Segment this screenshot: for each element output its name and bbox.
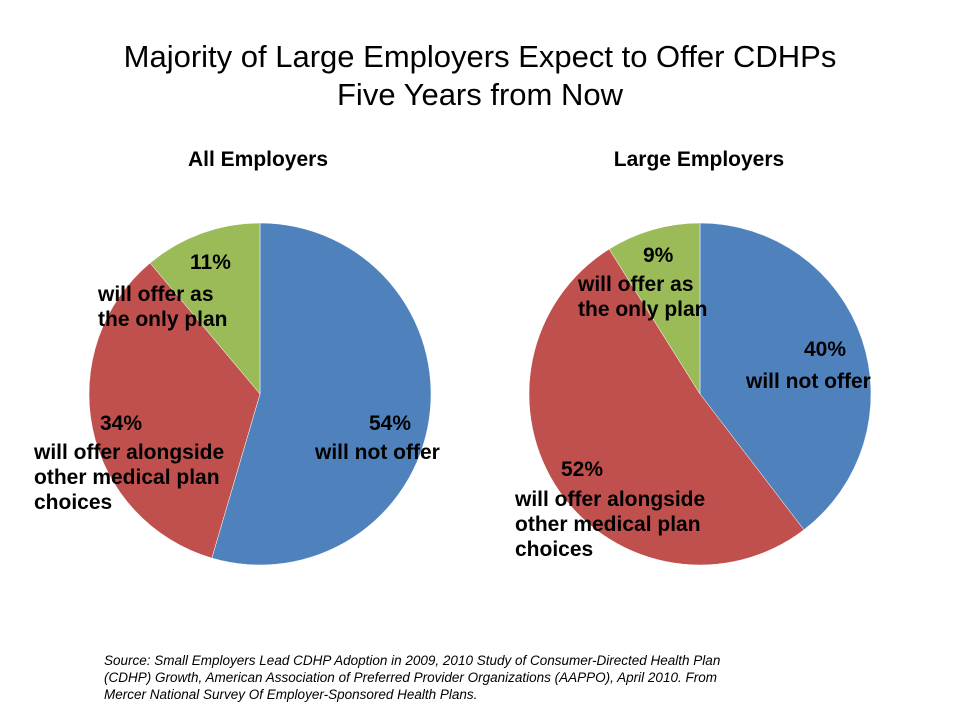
chart-title-large-employers: Large Employers [613,148,785,171]
label-line: other medical plan [34,466,220,489]
label-line: will offer as [578,273,694,296]
label-value-large-alongside: 52% [561,458,604,481]
label-all-alongside: will offer alongside other medical plan … [34,440,224,515]
title-line-2: Five Years from Now [337,77,623,112]
pie-slice-all-employers-1 [88,262,261,559]
pie-slice-large-employers-1 [528,248,805,566]
label-all-not-offer: will not offer [315,441,440,464]
chart-title-all-employers: All Employers [187,148,329,171]
source-note: Source: Small Employers Lead CDHP Adopti… [104,653,721,702]
label-value-all-not-offer: 54% [369,412,412,435]
pie-slice-all-employers-2 [149,222,261,395]
title-line-1: Majority of Large Employers Expect to Of… [123,39,837,74]
label-all-only-plan: will offer as the only plan [98,282,228,332]
label-line: will offer alongside [34,441,225,464]
label-value-large-not-offer: 40% [804,338,847,361]
label-value-large-only-plan: 9% [643,244,674,267]
label-value-all-alongside: 34% [100,412,143,435]
label-value-all-only-plan: 11% [190,251,231,274]
label-line: choices [515,538,594,561]
label-large-not-offer: will not offer [746,370,871,393]
label-line: will offer alongside [515,488,706,511]
label-line: the only plan [98,308,228,331]
label-line: choices [34,491,113,514]
pie-all-employers [88,222,432,566]
slide-title: Majority of Large Employers Expect to Of… [0,38,960,114]
label-large-alongside: will offer alongside other medical plan … [515,487,705,562]
label-line: other medical plan [515,513,701,536]
pie-slice-large-employers-0 [699,222,872,531]
label-large-only-plan: will offer as the only plan [578,272,708,322]
pie-large-employers [528,222,872,566]
pie-slice-large-employers-2 [608,222,701,395]
label-line: the only plan [578,298,708,321]
label-line: will offer as [98,283,214,306]
pie-slice-all-employers-0 [211,222,432,566]
